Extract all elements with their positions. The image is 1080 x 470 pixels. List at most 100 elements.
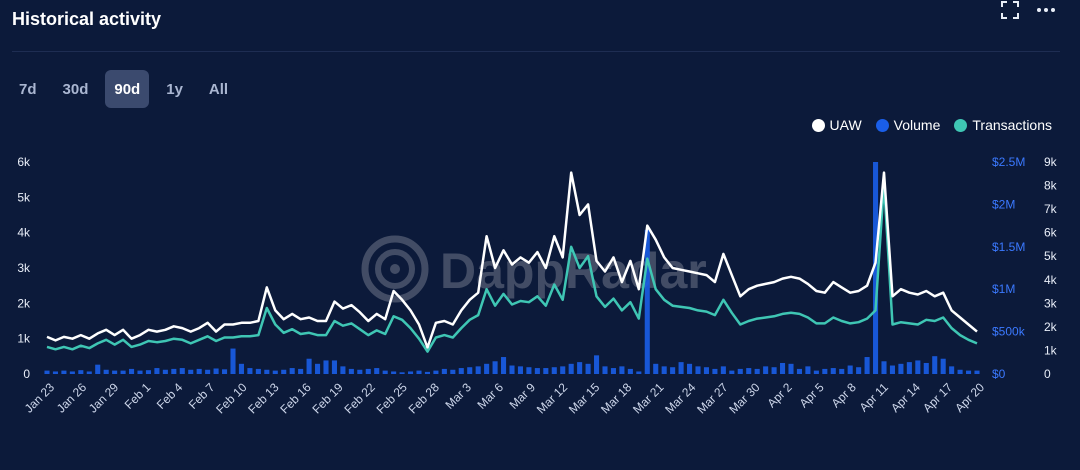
volume-bar (898, 363, 904, 374)
volume-bar (856, 367, 862, 374)
volume-bar (906, 362, 912, 374)
volume-bar (61, 370, 67, 374)
volume-axis-tick-label: $0 (992, 367, 1006, 381)
transactions-axis-tick-label: 6k (1044, 226, 1058, 240)
transactions-axis-tick-label: 4k (1044, 273, 1058, 287)
volume-bar (213, 368, 219, 374)
volume-bar (441, 368, 447, 374)
volume-bar (670, 367, 676, 374)
volume-bar (298, 368, 304, 374)
x-tick-label: Mar 27 (694, 380, 731, 417)
volume-bar (771, 367, 777, 374)
volume-bar (830, 368, 836, 374)
left-axis-tick-label: 4k (17, 226, 31, 240)
volume-bar (754, 368, 760, 374)
transactions-axis-tick-label: 1k (1044, 343, 1058, 357)
volume-bar (822, 368, 828, 374)
transactions-axis-tick-label: 7k (1044, 202, 1058, 216)
chart-title: Historical activity (12, 9, 162, 29)
transactions-axis-tick-label: 2k (1044, 320, 1058, 334)
volume-bar (881, 361, 887, 374)
volume-bar (568, 363, 574, 374)
expand-icon[interactable] (1000, 0, 1020, 20)
volume-axis-tick-label: $1M (992, 282, 1015, 296)
x-tick-label: Apr 8 (829, 380, 859, 410)
more-icon[interactable] (1036, 0, 1056, 20)
volume-bar (957, 369, 963, 374)
volume-bar (847, 365, 853, 374)
volume-bar (636, 371, 642, 374)
volume-bar (974, 370, 980, 374)
volume-bar (112, 370, 118, 374)
volume-bar (526, 367, 532, 374)
tab-30d[interactable]: 30d (62, 80, 89, 98)
volume-bar (746, 368, 752, 374)
legend-label-volume: Volume (893, 117, 941, 133)
volume-bar (889, 365, 895, 374)
volume-bar (154, 368, 160, 374)
legend-dot-transactions (954, 118, 968, 132)
left-axis-tick-label: 6k (17, 155, 31, 169)
volume-bar (78, 370, 84, 374)
x-tick-label: Mar 30 (726, 380, 763, 417)
x-tick-label: Feb 13 (245, 380, 282, 417)
x-tick-label: Apr 2 (765, 380, 795, 410)
volume-bar (323, 360, 329, 374)
volume-bar (560, 366, 566, 374)
volume-bar (450, 369, 456, 374)
tab-7d[interactable]: 7d (19, 80, 37, 98)
volume-bar (763, 366, 769, 374)
volume-bar (644, 229, 650, 374)
volume-bar (492, 361, 498, 374)
x-tick-label: Feb 25 (374, 380, 411, 417)
volume-bar (602, 366, 608, 374)
volume-bar (695, 366, 701, 374)
x-tick-label: Mar 21 (630, 380, 667, 417)
volume-bar (424, 371, 430, 374)
legend-item-transactions[interactable]: Transactions (954, 117, 1052, 133)
volume-bar (103, 369, 109, 374)
volume-bar (627, 368, 633, 374)
volume-bar (458, 368, 464, 374)
transactions-axis-tick-label: 0 (1044, 367, 1051, 381)
transactions-axis-tick-label: 9k (1044, 155, 1058, 169)
volume-bar (551, 367, 557, 374)
volume-bar (813, 370, 819, 374)
legend-item-volume[interactable]: Volume (875, 117, 941, 133)
volume-bar (69, 371, 75, 374)
uaw-line (46, 171, 978, 349)
volume-bar (467, 367, 473, 374)
x-tick-label: Feb 16 (277, 380, 314, 417)
volume-bar (619, 366, 625, 374)
tab-1y[interactable]: 1y (166, 80, 183, 98)
volume-bar (796, 368, 802, 374)
x-tick-label: Apr 11 (857, 380, 892, 415)
volume-bar (196, 368, 202, 374)
x-tick-label: Mar 12 (534, 380, 571, 417)
volume-bar (289, 368, 295, 374)
time-range-tabs: 7d 30d 90d 1y All (10, 70, 237, 108)
volume-bar (915, 360, 921, 374)
volume-bar (255, 368, 261, 374)
volume-bar (222, 369, 228, 374)
volume-bar (653, 363, 659, 374)
x-tick-label: Apr 17 (920, 380, 955, 415)
transactions-axis-tick-label: 5k (1044, 249, 1058, 263)
x-tick-label: Feb 4 (154, 380, 186, 412)
left-axis-tick-label: 3k (17, 261, 31, 275)
left-axis-tick-label: 5k (17, 190, 31, 204)
legend-dot-volume (875, 118, 889, 132)
volume-bar (873, 162, 879, 374)
x-tick-label: Mar 3 (442, 380, 474, 412)
volume-bar (162, 369, 168, 374)
volume-bar (594, 355, 600, 374)
tab-all[interactable]: All (208, 80, 229, 98)
volume-bar (703, 367, 709, 374)
volume-bar (348, 368, 354, 374)
volume-bar (44, 370, 50, 374)
volume-bar (86, 371, 92, 374)
tab-90d[interactable]: 90d (105, 70, 150, 108)
x-tick-label: Mar 24 (662, 380, 699, 417)
legend-item-uaw[interactable]: UAW (811, 117, 862, 133)
